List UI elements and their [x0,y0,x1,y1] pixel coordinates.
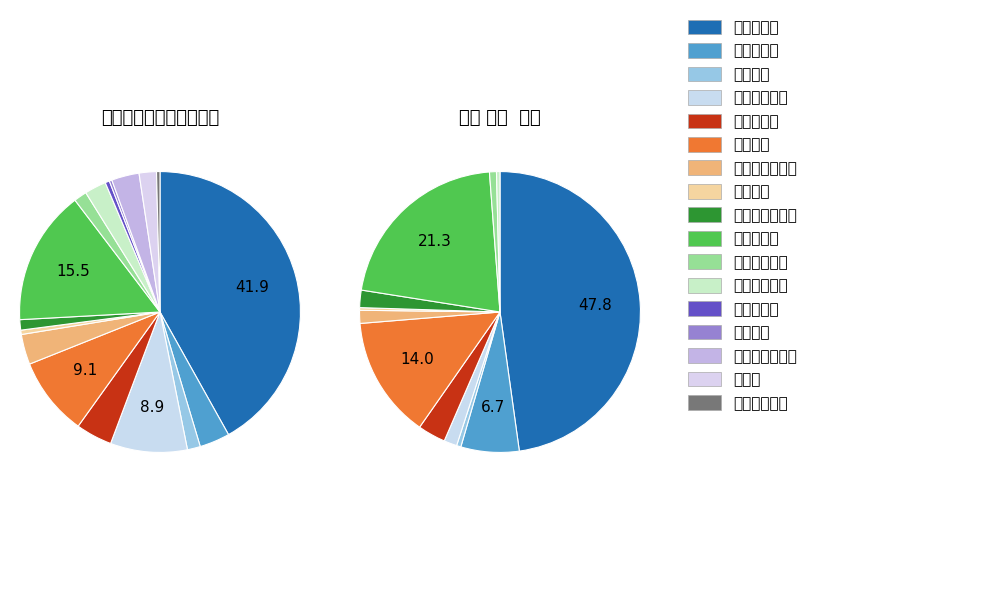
Wedge shape [360,308,500,312]
Wedge shape [20,200,160,320]
Wedge shape [361,172,500,312]
Wedge shape [78,312,160,443]
Wedge shape [109,180,160,312]
Wedge shape [20,312,160,330]
Wedge shape [457,312,500,447]
Legend: ストレート, ツーシーム, シュート, カットボール, スプリット, フォーク, チェンジアップ, シンカー, 高速スライダー, スライダー, 縦スライダー, : ストレート, ツーシーム, シュート, カットボール, スプリット, フォーク,… [688,20,797,411]
Wedge shape [360,290,500,312]
Wedge shape [461,312,519,452]
Wedge shape [111,312,187,452]
Text: 14.0: 14.0 [400,352,434,367]
Text: 47.8: 47.8 [578,298,612,313]
Wedge shape [21,312,160,335]
Text: 41.9: 41.9 [235,280,269,295]
Text: 8.9: 8.9 [140,400,164,415]
Text: 15.5: 15.5 [56,265,90,280]
Text: 6.7: 6.7 [481,400,505,415]
Wedge shape [360,310,500,323]
Wedge shape [75,193,160,312]
Wedge shape [160,312,229,446]
Text: 9.1: 9.1 [73,364,97,379]
Wedge shape [420,312,500,441]
Text: 21.3: 21.3 [418,234,452,249]
Title: パ・リーグ全プレイヤー: パ・リーグ全プレイヤー [101,109,219,127]
Wedge shape [160,172,300,434]
Wedge shape [21,312,160,364]
Title: 若月 健矢  選手: 若月 健矢 選手 [459,109,541,127]
Wedge shape [444,312,500,446]
Wedge shape [156,172,160,312]
Wedge shape [86,182,160,312]
Wedge shape [160,312,200,450]
Wedge shape [496,172,500,312]
Wedge shape [139,172,160,312]
Wedge shape [489,172,500,312]
Wedge shape [105,181,160,312]
Wedge shape [112,173,160,312]
Wedge shape [500,172,640,451]
Wedge shape [360,312,500,427]
Wedge shape [30,312,160,426]
